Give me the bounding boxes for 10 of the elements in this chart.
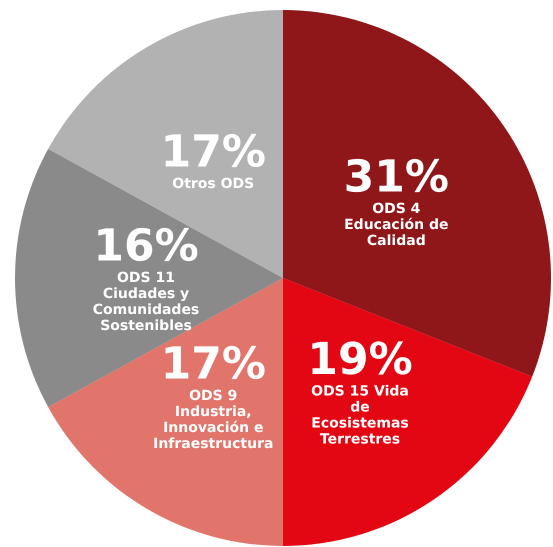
data-label: 17%: [160, 126, 266, 178]
slice-label: ODS 4 Educación de Calidad: [344, 200, 448, 249]
slice-label: ODS 11 Ciudades y Comunidades Sostenibles: [92, 270, 200, 334]
data-label: 31%: [344, 151, 449, 202]
data-label: 16%: [93, 220, 199, 272]
slice-label: ODS 15 Vida de Ecosistemas Terrestres: [311, 383, 409, 448]
data-label: 19%: [307, 334, 413, 385]
slice-label: Otros ODS: [172, 176, 254, 192]
data-label: 17%: [160, 338, 266, 390]
slice-label: ODS 9 Industria, Innovación e Infraestructura: [153, 388, 274, 452]
